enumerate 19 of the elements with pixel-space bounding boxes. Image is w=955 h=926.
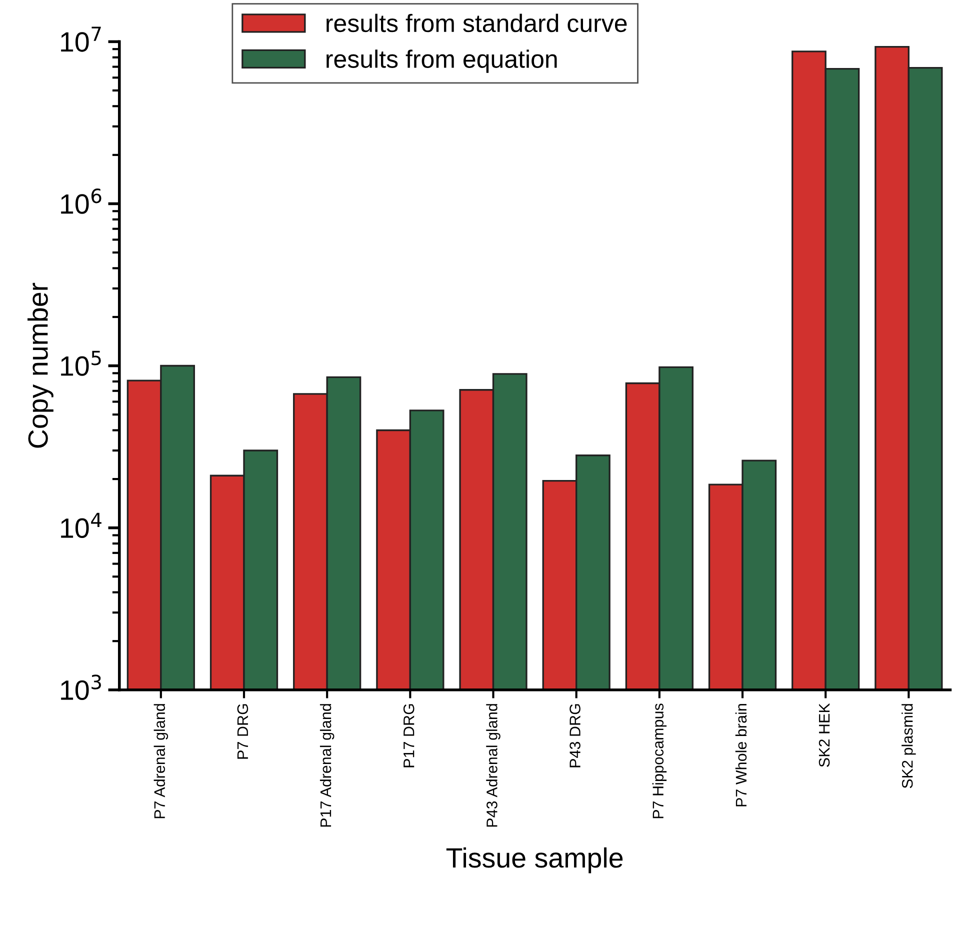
x-tick-label: SK2 plasmid — [902, 704, 916, 788]
x-tick-label: P7 Hippocampus — [652, 704, 667, 818]
x-tick-label: P43 Adrenal gland — [486, 704, 500, 827]
x-tick-label: P17 DRG — [403, 704, 414, 768]
y-tick-label: 10$^{7}$ — [61, 26, 101, 52]
legend-label: results from standard curve — [326, 14, 627, 32]
x-tick-label: P7 Adrenal gland — [154, 704, 168, 818]
x-tick-label: P7 Whole brain — [735, 704, 747, 806]
legend-label: results from equation — [326, 50, 557, 73]
x-axis-title: Tissue sample — [446, 847, 623, 874]
x-tick-label: P43 DRG — [570, 704, 580, 768]
y-tick-label: 10$^{5}$ — [61, 350, 101, 376]
y-tick-label: 10$^{3}$ — [61, 674, 101, 700]
x-tick-label: P17 Adrenal gland — [320, 704, 334, 827]
x-tick-label: P7 DRG — [237, 704, 248, 759]
y-tick-label: 10$^{4}$ — [61, 512, 102, 538]
y-axis-title: Copy number — [28, 282, 54, 448]
x-tick-label: SK2 HEK — [818, 703, 830, 767]
y-tick-label: 10$^{6}$ — [61, 188, 102, 214]
